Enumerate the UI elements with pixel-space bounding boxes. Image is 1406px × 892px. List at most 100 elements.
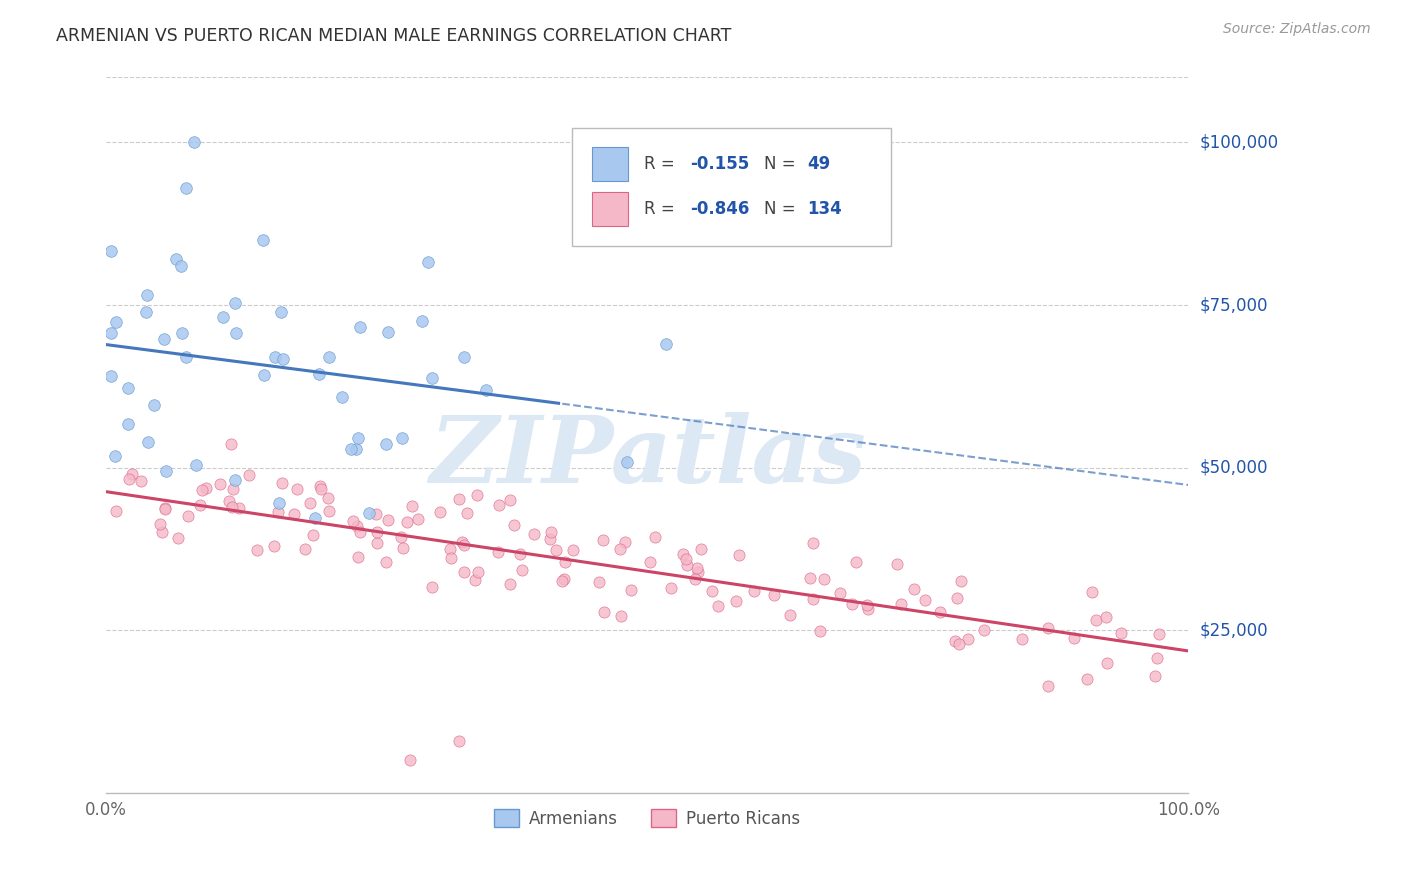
Bar <box>592 192 628 227</box>
Text: $100,000: $100,000 <box>1199 134 1278 152</box>
Point <box>957 632 980 646</box>
Point <box>283 507 305 521</box>
Point <box>540 525 562 540</box>
Point <box>377 513 399 527</box>
Point <box>391 431 413 445</box>
Point <box>1063 631 1085 645</box>
Point <box>377 325 399 339</box>
Point <box>100 369 122 384</box>
Point <box>685 560 707 574</box>
Point <box>349 525 371 540</box>
Point <box>264 350 287 364</box>
Point <box>399 753 422 767</box>
Point <box>550 574 572 589</box>
Point <box>914 593 936 607</box>
Point <box>686 565 709 579</box>
Point <box>121 467 143 481</box>
Point <box>136 288 159 302</box>
Point <box>149 516 172 531</box>
Text: ARMENIAN VS PUERTO RICAN MEDIAN MALE EARNINGS CORRELATION CHART: ARMENIAN VS PUERTO RICAN MEDIAN MALE EAR… <box>56 27 731 45</box>
Point <box>429 505 451 519</box>
Point <box>762 588 785 602</box>
Point <box>609 609 631 624</box>
Point <box>359 506 381 520</box>
Point <box>546 543 568 558</box>
Point <box>263 539 285 553</box>
Point <box>813 572 835 586</box>
Point <box>808 624 831 638</box>
Point <box>267 505 290 519</box>
Point <box>285 483 308 497</box>
Point <box>456 506 478 520</box>
Point <box>221 500 243 515</box>
Point <box>886 557 908 571</box>
Legend: Armenians, Puerto Ricans: Armenians, Puerto Ricans <box>488 803 807 834</box>
Point <box>903 582 925 596</box>
Point <box>105 504 128 518</box>
Point <box>510 563 533 577</box>
Point <box>488 498 510 512</box>
Point <box>453 350 475 364</box>
Point <box>592 533 614 547</box>
Point <box>474 383 496 397</box>
Point <box>538 533 561 547</box>
Text: $25,000: $25,000 <box>1199 621 1268 639</box>
Bar <box>592 147 628 181</box>
Point <box>439 551 461 566</box>
Point <box>224 473 246 487</box>
Point <box>342 514 364 528</box>
Point <box>675 552 697 566</box>
Point <box>401 499 423 513</box>
Point <box>294 542 316 557</box>
Point <box>655 336 678 351</box>
FancyBboxPatch shape <box>571 128 891 245</box>
Point <box>439 542 461 557</box>
Point <box>453 565 475 579</box>
Point <box>890 597 912 611</box>
Point <box>170 259 193 273</box>
Point <box>311 482 333 496</box>
Point <box>467 565 489 579</box>
Point <box>1076 673 1098 687</box>
Point <box>100 244 122 258</box>
Point <box>188 498 211 512</box>
Text: N =: N = <box>763 200 801 218</box>
Point <box>1081 584 1104 599</box>
Point <box>406 511 429 525</box>
Point <box>218 494 240 508</box>
Point <box>950 574 973 588</box>
Point <box>779 607 801 622</box>
Point <box>270 305 292 319</box>
Point <box>418 255 440 269</box>
Point <box>194 481 217 495</box>
Point <box>420 370 443 384</box>
Point <box>246 543 269 558</box>
Point <box>392 541 415 555</box>
Point <box>349 319 371 334</box>
Point <box>395 516 418 530</box>
Point <box>271 351 294 366</box>
Point <box>308 367 330 381</box>
Text: ZIPatlas: ZIPatlas <box>429 411 866 501</box>
Point <box>841 598 863 612</box>
Point <box>1109 626 1132 640</box>
Point <box>700 583 723 598</box>
Point <box>420 580 443 594</box>
Point <box>523 526 546 541</box>
Text: $75,000: $75,000 <box>1199 296 1268 314</box>
Point <box>616 455 638 469</box>
Text: R =: R = <box>644 155 681 173</box>
Point <box>211 310 233 325</box>
Text: -0.846: -0.846 <box>690 200 749 218</box>
Point <box>366 524 388 539</box>
Point <box>136 435 159 450</box>
Point <box>153 332 176 346</box>
Point <box>675 558 697 572</box>
Point <box>845 555 868 569</box>
Point <box>724 594 747 608</box>
Point <box>553 572 575 586</box>
Point <box>689 542 711 557</box>
Point <box>828 585 851 599</box>
Point <box>374 555 396 569</box>
Point <box>858 601 880 615</box>
